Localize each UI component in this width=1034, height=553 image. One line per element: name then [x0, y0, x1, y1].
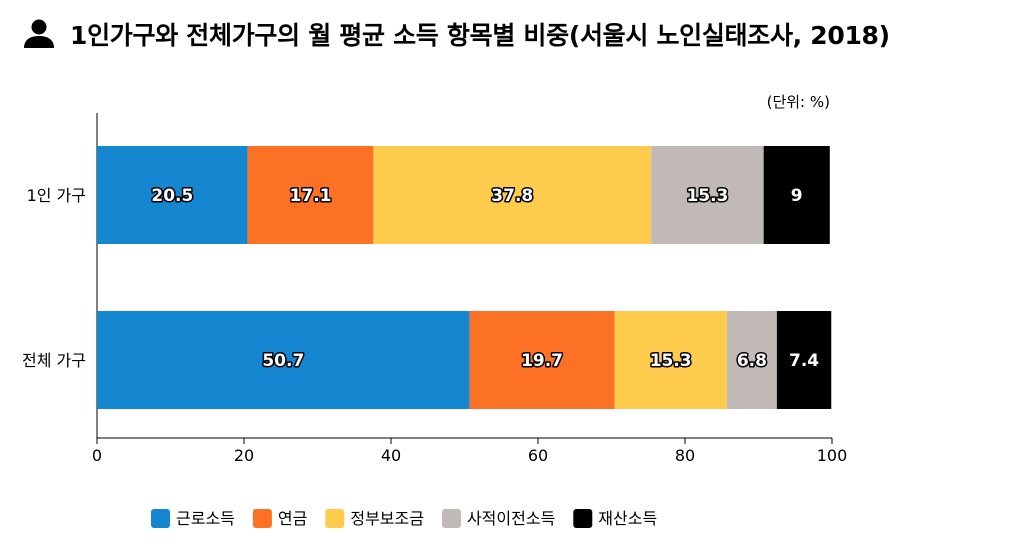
- legend-swatch: [252, 509, 272, 528]
- x-tick-label: 0: [92, 446, 102, 465]
- legend-swatch: [151, 509, 170, 528]
- data-label: 9: [791, 186, 803, 206]
- data-label: 6.8: [737, 351, 767, 371]
- bar-segment: [97, 146, 248, 244]
- x-tick-label: 100: [817, 446, 848, 465]
- legend-label: 연금: [278, 509, 307, 528]
- data-label: 37.8: [491, 186, 533, 206]
- data-label: 15.3: [686, 186, 728, 206]
- x-tick-label: 40: [381, 446, 401, 465]
- data-label: 15.3: [650, 351, 692, 371]
- title-row: 1인가구와 전체가구의 월 평균 소득 항목별 비중(서울시 노인실태조사, 2…: [22, 14, 890, 54]
- bar-segment: [763, 146, 830, 244]
- x-tick-label: 80: [675, 446, 695, 465]
- legend-swatch: [325, 509, 345, 528]
- bar-segment: [373, 146, 652, 244]
- legend-label: 정부보조금: [350, 509, 424, 528]
- chart-title: 1인가구와 전체가구의 월 평균 소득 항목별 비중(서울시 노인실태조사, 2…: [70, 21, 890, 50]
- bar-segment: [776, 311, 832, 409]
- data-label: 50.7: [262, 351, 304, 371]
- legend-label: 근로소득: [176, 509, 235, 528]
- legend-label: 재산소득: [598, 509, 657, 528]
- category-label: 1인 가구: [27, 186, 86, 205]
- legend-swatch: [573, 509, 593, 528]
- person-icon: [24, 19, 54, 48]
- bar-segment: [469, 311, 615, 409]
- category-label: 전체 가구: [22, 351, 86, 370]
- unit-note: (단위: %): [767, 93, 830, 111]
- data-label: 17.1: [290, 186, 332, 206]
- bar-segment: [614, 311, 727, 409]
- data-label: 7.4: [789, 351, 819, 371]
- bar-segment: [247, 146, 374, 244]
- data-label: 20.5: [151, 186, 193, 206]
- bar-segment: [726, 311, 777, 409]
- bar-segment: [651, 146, 764, 244]
- legend-label: 사적이전소득: [467, 509, 555, 528]
- data-label: 19.7: [521, 351, 563, 371]
- x-tick-label: 60: [528, 446, 548, 465]
- x-tick-label: 20: [234, 446, 254, 465]
- legend-swatch: [441, 509, 461, 528]
- bar-segment: [97, 311, 470, 409]
